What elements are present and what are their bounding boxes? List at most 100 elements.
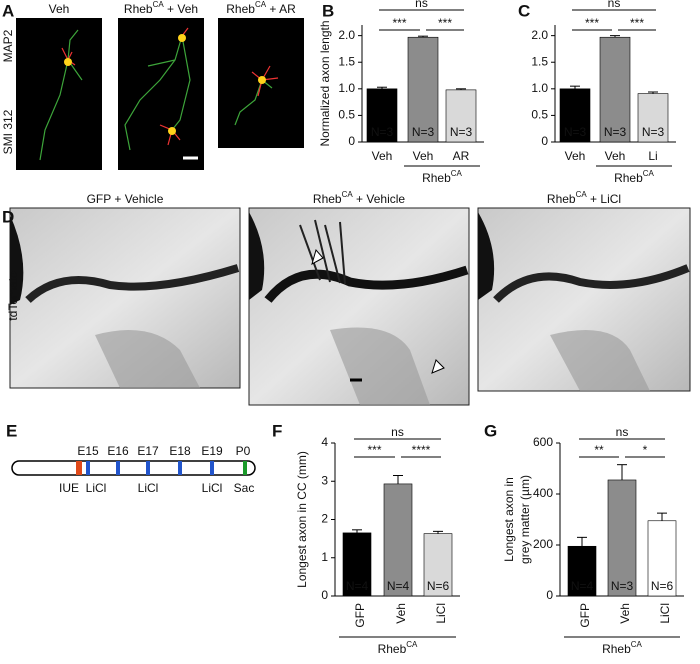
- y-axis-label: Normalized axon length: [318, 20, 332, 146]
- micrographs-d: [9, 207, 691, 406]
- error-bar: [393, 475, 403, 484]
- group-label: RhebCA: [422, 169, 462, 185]
- n-label: N=3: [371, 125, 394, 139]
- text-part: CA: [255, 0, 267, 9]
- error-bar: [577, 536, 587, 547]
- section-title: RhebCA + Vehicle: [313, 190, 406, 206]
- x-tick-label: Veh: [394, 603, 408, 624]
- y-tick-label: 200: [533, 537, 553, 551]
- y-tick-label: 0: [541, 134, 548, 148]
- text-part: Rheb: [547, 192, 576, 206]
- significance-label: ****: [412, 443, 431, 457]
- x-tick-label: Veh: [372, 149, 393, 163]
- y-tick-label: 3: [321, 473, 328, 487]
- day-label: E17: [137, 444, 159, 458]
- n-label: N=6: [427, 579, 450, 593]
- y-tick-label: 0: [321, 588, 328, 602]
- bar: [445, 89, 477, 143]
- text-part: + LiCl: [587, 192, 621, 206]
- x-tick-label: Veh: [618, 603, 632, 624]
- bar: [599, 36, 631, 143]
- n-label: N=4: [387, 579, 410, 593]
- significance-label: ns: [616, 425, 629, 439]
- bar: [637, 93, 669, 143]
- text-part: + AR: [266, 2, 296, 16]
- text-part: CA: [451, 169, 463, 178]
- y-tick-label: 1.0: [531, 81, 548, 95]
- bar: [567, 545, 597, 597]
- text-part: Veh: [49, 2, 70, 16]
- panel-label: D: [2, 207, 14, 226]
- x-tick-label: Veh: [565, 149, 586, 163]
- n-label: N=3: [564, 125, 587, 139]
- group-label: RhebCA: [614, 169, 654, 185]
- significance-label: ns: [415, 0, 428, 10]
- n-label: N=3: [611, 579, 634, 593]
- y-tick-label: 2.0: [531, 28, 548, 42]
- y-axis-label: Longest axon in: [502, 477, 516, 562]
- bar: [559, 88, 591, 143]
- panel-label: F: [272, 421, 282, 440]
- significance-label: ***: [367, 443, 381, 457]
- group-label: RhebCA: [602, 640, 642, 656]
- panel-label: A: [2, 1, 14, 20]
- y-tick-label: 0.5: [338, 108, 355, 122]
- n-label: N=3: [450, 125, 473, 139]
- text-part: CA: [631, 640, 643, 649]
- timeline-mark: [146, 461, 150, 475]
- micrographs-a: [16, 18, 304, 170]
- x-tick-label: AR: [453, 149, 470, 163]
- stain-label: SMI 312: [1, 109, 15, 154]
- n-label: N=3: [642, 125, 665, 139]
- significance-label: ns: [608, 0, 621, 10]
- section-title: RhebCA + LiCl: [547, 190, 621, 206]
- error-bar: [433, 530, 443, 534]
- y-tick-label: 1.5: [531, 54, 548, 68]
- panel-label: E: [6, 421, 17, 440]
- image-title: Veh: [49, 2, 70, 16]
- bar: [407, 36, 439, 143]
- y-tick-label: 1.5: [338, 54, 355, 68]
- event-label: Sac: [234, 481, 255, 495]
- x-tick-label: LiCl: [434, 603, 448, 624]
- timeline-mark: [210, 461, 214, 475]
- bar: [423, 533, 453, 597]
- panel-label: C: [518, 1, 530, 20]
- error-bar: [377, 86, 387, 89]
- timeline-mark: [76, 461, 82, 475]
- n-label: N=4: [346, 579, 369, 593]
- day-label: E18: [169, 444, 191, 458]
- error-bar: [617, 464, 627, 480]
- bar: [342, 532, 372, 597]
- significance-label: ***: [630, 16, 644, 30]
- y-tick-label: 4: [321, 435, 328, 449]
- image-title: RhebCA + Veh: [124, 0, 198, 16]
- significance-label: ns: [391, 425, 404, 439]
- x-tick-label: Li: [648, 149, 657, 163]
- timeline: [11, 460, 256, 476]
- timeline-mark: [178, 461, 182, 475]
- text-part: Rheb: [124, 2, 153, 16]
- x-tick-label: Veh: [605, 149, 626, 163]
- text-part: CA: [576, 190, 588, 199]
- text-part: Rheb: [378, 642, 407, 656]
- text-part: + Veh: [164, 2, 198, 16]
- n-label: N=6: [651, 579, 674, 593]
- event-label: LiCl: [138, 481, 159, 495]
- text-part: + Vehicle: [353, 192, 406, 206]
- text-part: Rheb: [614, 171, 643, 185]
- y-tick-label: 1.0: [338, 81, 355, 95]
- section-title: GFP + Vehicle: [87, 192, 164, 206]
- n-label: N=4: [571, 579, 594, 593]
- text-part: Rheb: [313, 192, 342, 206]
- significance-label: ***: [392, 16, 406, 30]
- y-tick-label: 0: [348, 134, 355, 148]
- error-bar: [657, 512, 667, 521]
- y-tick-label: 600: [533, 435, 553, 449]
- significance-label: ***: [438, 16, 452, 30]
- text-part: CA: [342, 190, 354, 199]
- day-label: E16: [107, 444, 129, 458]
- bar: [383, 483, 413, 597]
- timeline-mark: [86, 461, 90, 475]
